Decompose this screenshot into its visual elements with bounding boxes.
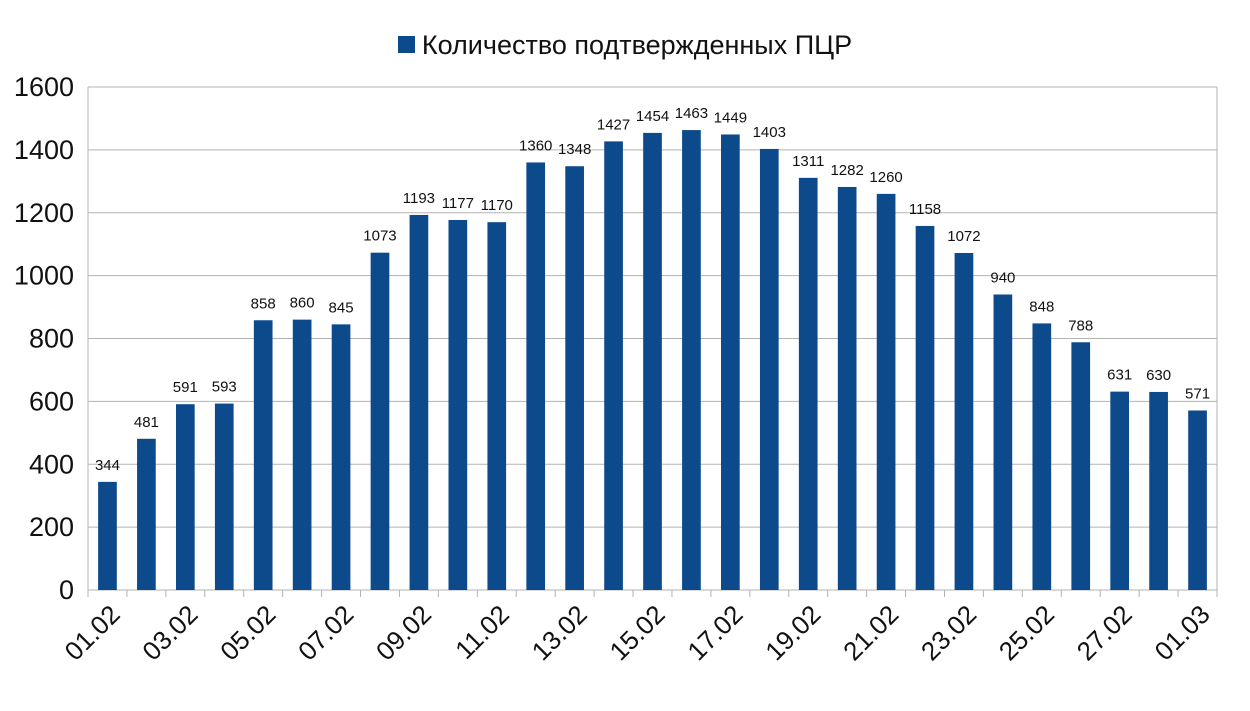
y-tick-label: 1000 bbox=[14, 261, 74, 291]
data-label: 1177 bbox=[442, 195, 474, 212]
bar bbox=[292, 319, 312, 590]
bar bbox=[759, 148, 779, 590]
x-tick-label: 09.02 bbox=[370, 599, 437, 666]
legend: Количество подтвержденных ПЦР bbox=[0, 30, 1250, 61]
bar bbox=[993, 294, 1013, 590]
bar bbox=[915, 225, 935, 591]
bar bbox=[798, 177, 818, 590]
x-tick-label: 17.02 bbox=[681, 599, 748, 666]
y-tick-label: 400 bbox=[29, 449, 74, 479]
bar bbox=[721, 134, 740, 590]
bar bbox=[526, 162, 546, 590]
bar bbox=[643, 132, 662, 590]
x-tick-label: 15.02 bbox=[604, 599, 671, 666]
data-label: 1360 bbox=[519, 137, 552, 154]
data-label: 940 bbox=[990, 269, 1015, 286]
x-tick-label: 05.02 bbox=[214, 599, 281, 666]
x-tick-label: 01.03 bbox=[1149, 599, 1216, 666]
data-label: 1311 bbox=[792, 153, 824, 170]
x-tick-label: 19.02 bbox=[759, 599, 826, 666]
data-label: 1282 bbox=[830, 162, 863, 179]
data-label: 858 bbox=[251, 295, 276, 312]
bar bbox=[253, 320, 273, 590]
bar bbox=[214, 403, 234, 590]
data-label: 1193 bbox=[403, 190, 435, 207]
bar bbox=[1188, 410, 1207, 590]
bar bbox=[565, 166, 584, 590]
data-label: 591 bbox=[173, 379, 198, 396]
data-label: 344 bbox=[95, 457, 120, 474]
data-label: 1449 bbox=[714, 109, 747, 126]
bar bbox=[370, 252, 390, 590]
legend-swatch bbox=[397, 36, 415, 53]
data-label: 848 bbox=[1029, 298, 1054, 315]
data-label: 631 bbox=[1107, 367, 1132, 384]
bar bbox=[604, 141, 623, 590]
data-label: 593 bbox=[212, 379, 237, 396]
y-tick-label: 1200 bbox=[14, 198, 74, 228]
y-tick-label: 800 bbox=[29, 324, 74, 354]
bar bbox=[1071, 342, 1091, 590]
data-label: 1170 bbox=[481, 197, 513, 214]
x-tick-label: 11.02 bbox=[449, 599, 515, 665]
bar bbox=[1032, 323, 1052, 590]
data-label: 788 bbox=[1068, 317, 1093, 334]
bar bbox=[409, 214, 429, 590]
x-tick-label: 01.02 bbox=[58, 599, 125, 666]
bar bbox=[1110, 391, 1130, 590]
x-tick-label: 27.02 bbox=[1071, 599, 1138, 666]
x-tick-label: 21.02 bbox=[837, 599, 904, 666]
data-label: 1260 bbox=[869, 169, 902, 186]
y-tick-label: 1600 bbox=[14, 72, 74, 102]
bar bbox=[331, 324, 351, 590]
bar bbox=[682, 130, 701, 590]
data-label: 1348 bbox=[558, 141, 591, 158]
x-tick-label: 25.02 bbox=[993, 599, 1060, 666]
data-label: 1463 bbox=[675, 105, 708, 122]
bar bbox=[837, 186, 857, 590]
bar bbox=[175, 404, 195, 590]
legend-label: Количество подтвержденных ПЦР bbox=[421, 30, 853, 60]
data-label: 481 bbox=[134, 414, 159, 431]
bar bbox=[954, 252, 974, 591]
bar bbox=[98, 481, 117, 590]
y-tick-label: 0 bbox=[59, 575, 74, 605]
y-tick-label: 1400 bbox=[14, 135, 74, 165]
x-tick-label: 07.02 bbox=[292, 599, 359, 666]
bar bbox=[876, 193, 896, 590]
x-tick-label: 13.02 bbox=[526, 599, 593, 666]
data-label: 1454 bbox=[636, 108, 669, 125]
y-tick-label: 200 bbox=[29, 512, 74, 542]
bar bbox=[1149, 391, 1168, 590]
x-tick-label: 23.02 bbox=[915, 599, 982, 666]
data-label: 1158 bbox=[909, 201, 941, 218]
bar bbox=[448, 219, 468, 590]
data-label: 571 bbox=[1185, 385, 1210, 402]
x-tick-label: 03.02 bbox=[136, 599, 203, 666]
bar bbox=[137, 438, 156, 590]
bar bbox=[487, 222, 507, 590]
data-label: 1073 bbox=[363, 228, 396, 245]
data-label: 1403 bbox=[753, 124, 786, 141]
data-label: 845 bbox=[329, 299, 354, 316]
data-label: 630 bbox=[1146, 367, 1171, 384]
data-label: 860 bbox=[290, 295, 315, 312]
data-label: 1072 bbox=[947, 228, 980, 245]
data-label: 1427 bbox=[597, 116, 630, 133]
y-tick-label: 600 bbox=[29, 386, 74, 416]
